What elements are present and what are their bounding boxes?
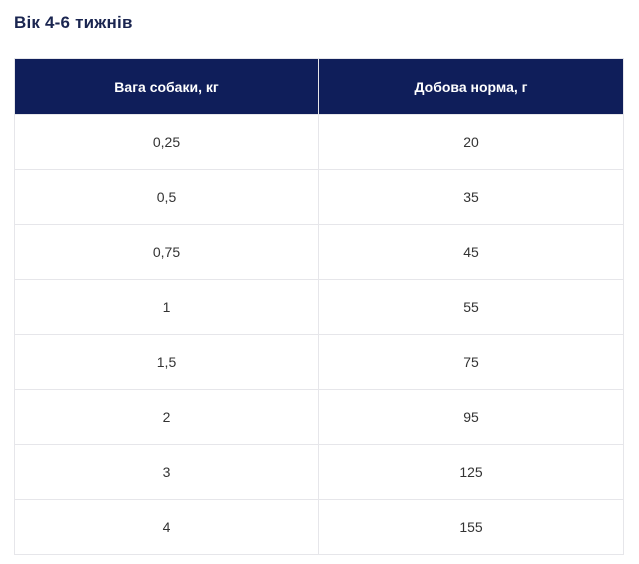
cell-weight: 0,5 xyxy=(14,169,319,225)
feeding-table: Вага собаки, кг Добова норма, г 0,25 20 … xyxy=(14,58,624,555)
cell-norm: 75 xyxy=(318,334,624,390)
table-row: 4 155 xyxy=(14,499,624,555)
cell-norm: 55 xyxy=(318,279,624,335)
cell-norm: 155 xyxy=(318,499,624,555)
table-row: 3 125 xyxy=(14,444,624,500)
table-row: 0,5 35 xyxy=(14,169,624,225)
cell-weight: 3 xyxy=(14,444,319,500)
header-daily-norm: Добова норма, г xyxy=(318,58,624,115)
cell-norm: 95 xyxy=(318,389,624,445)
table-header-row: Вага собаки, кг Добова норма, г xyxy=(14,58,624,115)
cell-weight: 1 xyxy=(14,279,319,335)
table-row: 0,25 20 xyxy=(14,114,624,170)
cell-weight: 0,75 xyxy=(14,224,319,280)
table-row: 0,75 45 xyxy=(14,224,624,280)
header-dog-weight: Вага собаки, кг xyxy=(14,58,319,115)
table-row: 1,5 75 xyxy=(14,334,624,390)
cell-norm: 20 xyxy=(318,114,624,170)
page-title: Вік 4-6 тижнів xyxy=(14,13,133,32)
cell-norm: 125 xyxy=(318,444,624,500)
cell-weight: 2 xyxy=(14,389,319,445)
cell-weight: 4 xyxy=(14,499,319,555)
cell-weight: 0,25 xyxy=(14,114,319,170)
table-row: 2 95 xyxy=(14,389,624,445)
cell-weight: 1,5 xyxy=(14,334,319,390)
table-row: 1 55 xyxy=(14,279,624,335)
cell-norm: 35 xyxy=(318,169,624,225)
cell-norm: 45 xyxy=(318,224,624,280)
